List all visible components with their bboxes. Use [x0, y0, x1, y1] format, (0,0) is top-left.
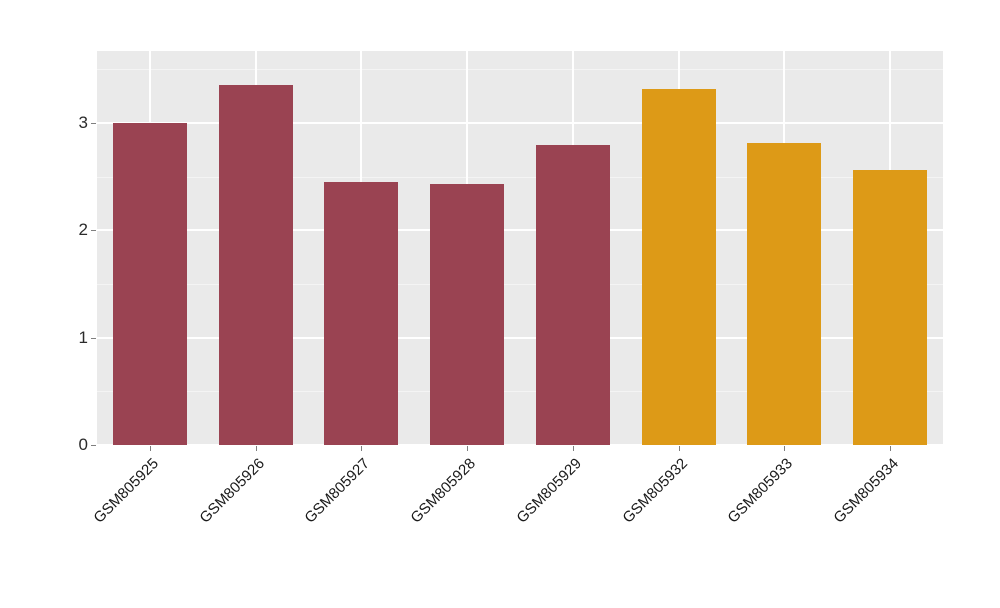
gridline-major [97, 444, 943, 445]
x-axis-tick-mark [572, 446, 574, 451]
bar[interactable] [430, 184, 505, 445]
x-axis-tick-label-text: GSM805934 [830, 455, 903, 527]
x-axis-tick-mark [784, 446, 786, 451]
y-axis-tick-label: 1 [78, 327, 88, 347]
x-axis-tick-mark [255, 446, 257, 451]
bar[interactable] [747, 143, 822, 445]
x-axis-tick-mark [678, 446, 680, 451]
x-axis-tick-mark [467, 446, 469, 451]
gridline-minor [97, 69, 943, 71]
x-axis-tick-label-text: GSM805927 [301, 455, 374, 527]
y-axis-tick-label: 0 [78, 435, 88, 454]
y-axis-tick-mark [91, 122, 96, 124]
gridline-major [97, 121, 943, 124]
x-axis-tick-label-text: GSM805926 [196, 455, 268, 527]
x-axis-tick-label-text: GSM805928 [407, 455, 480, 527]
bar[interactable] [112, 122, 187, 445]
y-axis-tick-mark [91, 445, 96, 446]
plot-panel [97, 51, 943, 445]
bar[interactable] [641, 88, 716, 445]
x-axis-tick-label-text: GSM805929 [513, 455, 585, 527]
gridline-minor [97, 391, 943, 393]
bar[interactable] [324, 181, 399, 445]
y-axis-tick-mark [91, 337, 96, 339]
x-axis-tick-mark [361, 446, 363, 451]
bar[interactable] [218, 85, 293, 445]
x-axis-tick-mark [890, 446, 892, 451]
y-axis-tick-label: 3 [78, 112, 88, 132]
y-axis-tick-label: 2 [78, 220, 88, 240]
gridline-minor [97, 176, 943, 178]
y-axis-tick-labels: 0 1 2 3 [62, 0, 88, 580]
x-axis-tick-label-text: GSM805932 [619, 455, 691, 527]
gridline-major [97, 229, 943, 232]
gridline-major [97, 336, 943, 339]
bar[interactable] [535, 145, 610, 445]
y-axis-tick-mark [91, 230, 96, 232]
x-axis-tick-label-text: GSM805925 [90, 455, 162, 527]
bar[interactable] [853, 170, 928, 445]
gridline-minor [97, 283, 943, 285]
x-axis-tick-mark [149, 446, 151, 451]
x-axis-tick-label-text: GSM805933 [724, 455, 797, 527]
